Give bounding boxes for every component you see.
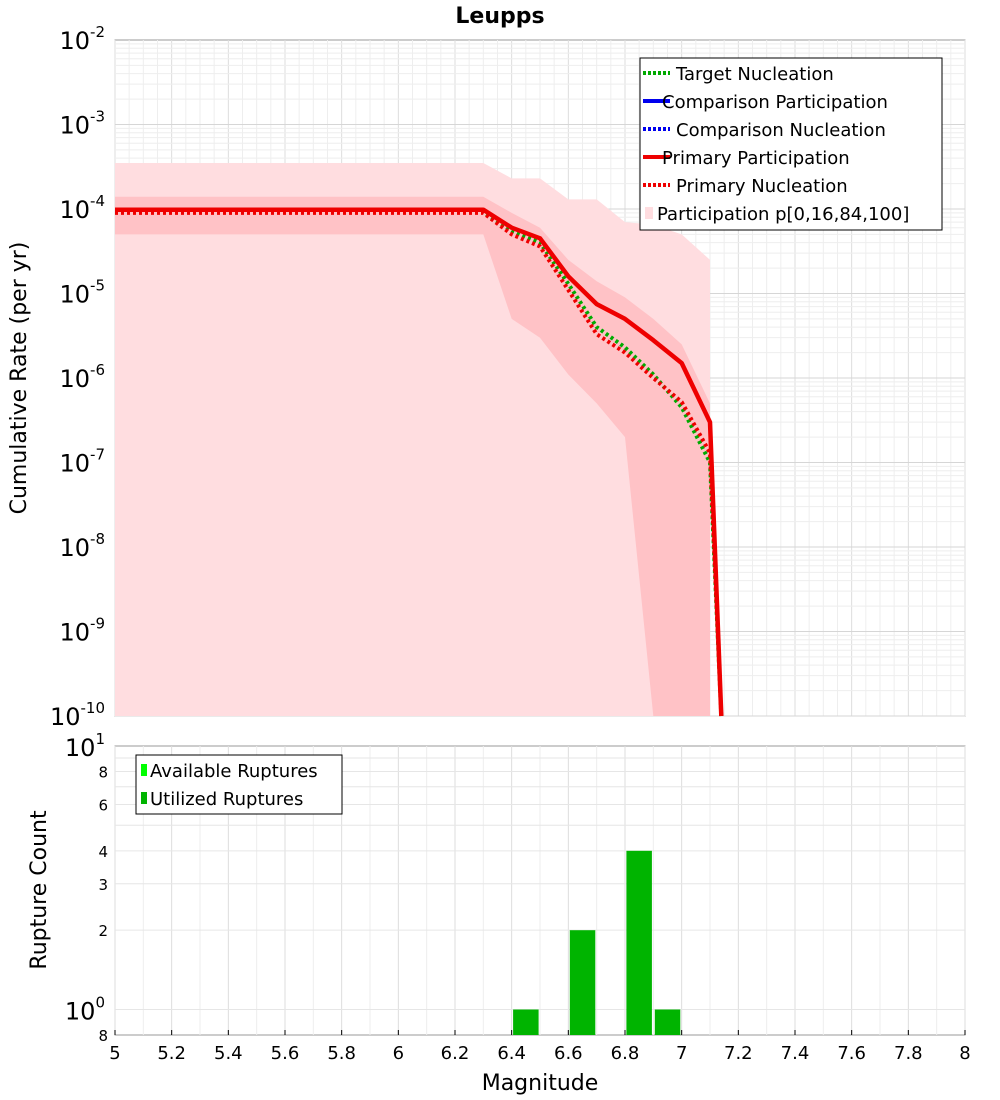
rupture-count-bar	[513, 1009, 539, 1035]
chart-title: Leupps	[455, 4, 544, 29]
participation-band-0	[115, 163, 710, 716]
rupture-count-bar	[569, 930, 596, 1035]
y-tick-label: 10-9	[59, 615, 105, 647]
x-tick-label: 7.6	[837, 1043, 866, 1064]
y-tick-label: 10-3	[59, 108, 105, 140]
count-plot-y-ticks: 8 6 4 3 2 8 101 100	[65, 730, 108, 1045]
y-tick-label: 10-10	[50, 699, 105, 731]
rupture-count-bar	[654, 1009, 681, 1035]
x-tick-label: 5.6	[271, 1043, 300, 1064]
y-tick-label: 10-6	[59, 361, 105, 393]
rate-plot-y-axis-label: Cumulative Rate (per yr)	[7, 242, 32, 515]
y-tick-label: 10-5	[59, 277, 105, 309]
legend-label: Primary Participation	[662, 148, 850, 169]
count-plot-x-axis-label: Magnitude	[482, 1071, 599, 1096]
x-tick-label: 5	[109, 1043, 120, 1064]
count-plot-legend-box	[135, 754, 343, 815]
legend-label: Utilized Ruptures	[150, 789, 303, 810]
rate-plot-lines	[115, 207, 724, 717]
series-line-primary-participation	[115, 207, 724, 717]
x-tick-label: 5.4	[214, 1043, 243, 1064]
y-tick-label: 10-2	[59, 23, 105, 55]
legend-swatch	[141, 792, 147, 804]
x-tick-label: 7.4	[781, 1043, 810, 1064]
rate-plot-bands	[115, 163, 710, 716]
legend-label: Available Ruptures	[150, 761, 318, 782]
count-plot: 8 6 4 3 2 8 101 100 5 5.2 5.4 5.6 5.8 6 6.2 6.4 6.6 6.8 7…	[27, 730, 971, 1096]
y-tick-label: 8	[98, 1027, 108, 1045]
y-tick-label: 8	[98, 764, 108, 782]
y-tick-label: 2	[98, 922, 108, 940]
count-plot-grid	[114, 746, 966, 1035]
x-tick-label: 7.2	[724, 1043, 753, 1064]
count-plot-bars	[513, 850, 681, 1035]
y-tick-label: 10-4	[59, 192, 105, 224]
count-plot-x-ticks: 5 5.2 5.4 5.6 5.8 6 6.2 6.4 6.6 6.8 7 7.2 7.4 7.6 7.8 8	[109, 1030, 971, 1064]
x-tick-label: 5.2	[157, 1043, 186, 1064]
legend-label: Target Nucleation	[675, 64, 834, 85]
y-tick-label: 10-7	[59, 446, 105, 478]
count-plot-y-axis-label: Rupture Count	[27, 810, 52, 970]
x-tick-label: 6	[393, 1043, 404, 1064]
y-tick-label: 4	[98, 843, 108, 861]
x-tick-label: 6.4	[497, 1043, 526, 1064]
y-tick-label: 3	[98, 876, 108, 894]
participation-band-1	[115, 196, 710, 716]
rate-plot-legend: Target Nucleation Comparison Participatio…	[639, 57, 943, 231]
rate-plot-legend-box	[639, 57, 943, 231]
x-tick-label: 6.2	[441, 1043, 470, 1064]
rate-plot-y-ticks: 10-2 10-3 10-4 10-5 10-6 10-7 10-8 10-9 10-10	[50, 23, 105, 731]
legend-label: Primary Nucleation	[676, 176, 848, 197]
y-tick-label: 101	[65, 730, 105, 762]
x-tick-label: 7.8	[894, 1043, 923, 1064]
x-tick-label: 7	[676, 1043, 687, 1064]
legend-label: Comparison Nucleation	[676, 120, 886, 141]
legend-swatch	[645, 207, 653, 219]
x-tick-label: 6.6	[554, 1043, 583, 1064]
rupture-count-bar	[626, 850, 652, 1035]
legend-swatch	[141, 764, 147, 776]
x-tick-label: 8	[959, 1043, 970, 1064]
y-tick-label: 6	[98, 796, 108, 814]
y-tick-label: 10-8	[59, 530, 105, 562]
series-line-target-nucleation	[115, 210, 724, 717]
x-tick-label: 6.8	[611, 1043, 640, 1064]
y-tick-label: 100	[65, 993, 105, 1025]
legend-label: Participation p[0,16,84,100]	[657, 204, 909, 225]
rate-plot: 10-2 10-3 10-4 10-5 10-6 10-7 10-8 10-9 10-10 Cu…	[7, 23, 966, 731]
series-line-primary-nucleation	[115, 210, 724, 717]
x-tick-label: 5.8	[327, 1043, 356, 1064]
count-plot-legend: Available Ruptures Utilized Ruptures	[135, 754, 343, 815]
legend-label: Comparison Participation	[662, 92, 888, 113]
